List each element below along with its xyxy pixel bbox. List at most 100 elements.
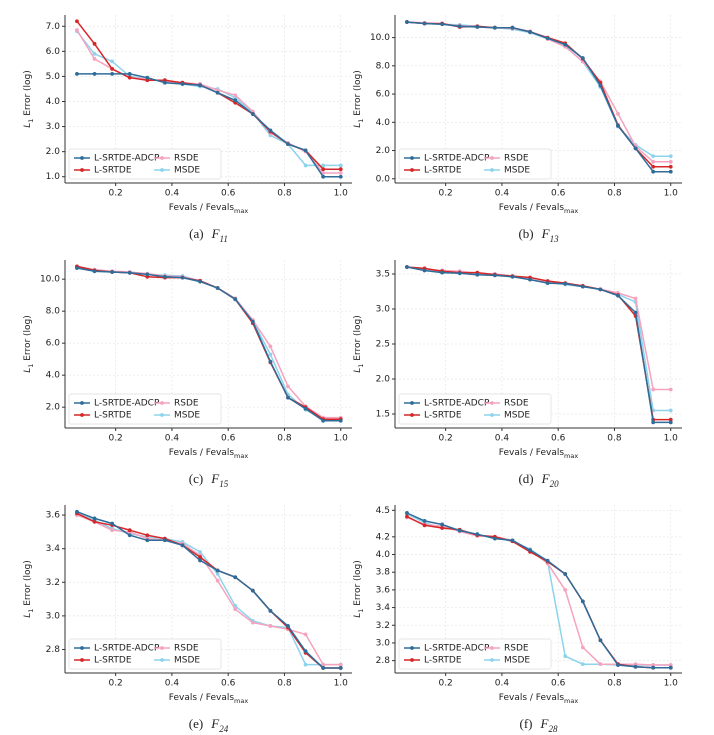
legend-label: RSDE: [174, 399, 199, 409]
data-point: [75, 266, 79, 270]
x-label-text: Fevals / Fevals: [499, 693, 565, 703]
data-point: [580, 599, 585, 604]
legend-label: MSDE: [174, 411, 200, 421]
data-point: [668, 154, 673, 159]
data-point: [215, 90, 220, 95]
data-point: [127, 533, 132, 538]
data-point: [651, 665, 656, 670]
data-point: [286, 384, 290, 389]
data-point: [180, 82, 185, 86]
data-point: [580, 662, 585, 667]
legend-label: RSDE: [174, 644, 199, 654]
data-point: [668, 387, 673, 392]
x-tick-label: 0.2: [108, 189, 122, 199]
data-point: [510, 538, 515, 543]
data-point: [110, 521, 115, 526]
data-point: [528, 30, 532, 34]
x-tick-label: 0.6: [221, 679, 236, 689]
y-tick-label: 1.5: [376, 410, 390, 420]
data-point: [651, 164, 656, 169]
legend-marker: [160, 401, 164, 405]
caption-name: F: [540, 716, 550, 731]
data-point: [422, 21, 427, 26]
data-point: [440, 526, 445, 530]
data-point: [528, 277, 532, 282]
data-point: [286, 395, 290, 400]
legend-label: L-SRTDE: [424, 656, 462, 666]
series-line: [77, 73, 341, 178]
caption-sub: 20: [550, 479, 560, 489]
data-point: [75, 72, 79, 76]
data-point: [668, 408, 673, 413]
data-point: [198, 83, 202, 88]
data-point: [233, 297, 238, 302]
x-tick-label: 1.0: [664, 679, 679, 689]
data-point: [563, 587, 568, 592]
series-line: [406, 512, 671, 669]
x-tick-label: 1.0: [334, 679, 349, 689]
y-label-rest: Error (log): [23, 315, 33, 363]
data-point: [268, 624, 273, 628]
data-point: [633, 296, 638, 301]
legend-box: [68, 148, 222, 180]
x-label-sub: max: [234, 207, 248, 215]
data-point: [668, 417, 673, 422]
y-axis-label: L1 Error (log): [23, 70, 36, 128]
data-point: [92, 41, 97, 46]
data-point: [303, 649, 308, 654]
data-point: [563, 654, 568, 659]
legend-box: [68, 393, 222, 425]
caption-name: F: [541, 226, 551, 241]
y-tick-label: 3.0: [376, 638, 391, 648]
data-point: [457, 528, 462, 533]
data-point: [545, 281, 550, 285]
legend-marker: [80, 156, 84, 160]
series-line: [76, 510, 341, 669]
data-point: [145, 538, 150, 543]
legend-label: L-SRTDE-ADCP: [424, 399, 490, 409]
x-tick-label: 0.2: [438, 189, 452, 199]
data-point: [338, 174, 343, 179]
data-point: [162, 538, 167, 543]
x-label-sub: max: [564, 697, 578, 705]
series-line: [406, 21, 671, 173]
legend-label: MSDE: [174, 166, 200, 176]
x-tick-label: 0.6: [551, 434, 566, 444]
legend-label: L-SRTDE: [94, 166, 132, 176]
legend-label: L-SRTDE: [424, 411, 462, 421]
y-tick-label: 4.0: [376, 118, 391, 128]
y-tick-label: 6.0: [46, 339, 61, 349]
data-point: [633, 664, 638, 669]
data-point: [633, 310, 638, 315]
caption-sub: 15: [219, 479, 229, 489]
y-tick-label: 2.5: [376, 340, 390, 350]
x-axis-label: Fevals / Fevalsmax: [169, 448, 249, 461]
data-point: [405, 511, 409, 515]
legend-marker: [410, 413, 414, 417]
caption-sub: 28: [548, 724, 558, 734]
y-axis-label: L1 Error (log): [23, 315, 36, 373]
legend-marker: [160, 646, 164, 650]
y-tick-label: 0.0: [376, 174, 391, 184]
data-point: [633, 662, 638, 667]
data-point: [110, 67, 115, 71]
legend-box: [398, 148, 552, 180]
legend-marker: [490, 413, 494, 417]
legend-box: [398, 638, 552, 670]
legend-label: RSDE: [504, 399, 529, 409]
data-point: [92, 72, 97, 76]
data-point: [492, 25, 497, 30]
y-tick-label: 4.0: [376, 550, 391, 560]
legend-marker: [80, 658, 84, 662]
caption: (d) F20: [518, 471, 559, 489]
x-tick-label: 1.0: [664, 434, 679, 444]
data-point: [233, 98, 238, 103]
data-point: [422, 519, 427, 523]
data-point: [668, 420, 673, 425]
data-point: [563, 572, 568, 576]
y-label-sub: 1: [357, 364, 365, 368]
data-point: [405, 20, 409, 24]
data-point: [286, 142, 290, 147]
y-tick-label: 4.0: [46, 97, 61, 107]
